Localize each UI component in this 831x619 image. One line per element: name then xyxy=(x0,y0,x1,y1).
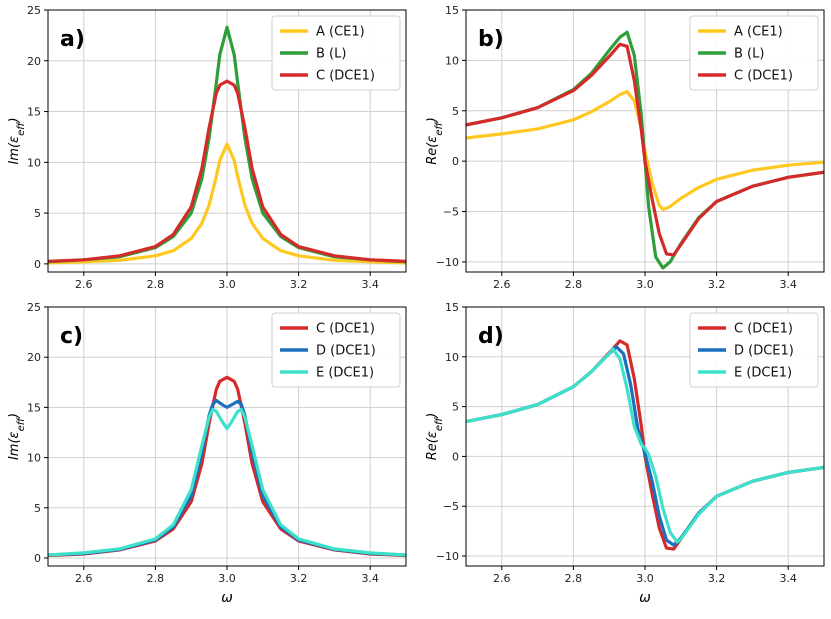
series-line-E xyxy=(48,407,406,557)
panel-label: c) xyxy=(60,324,83,349)
legend-box xyxy=(689,312,819,388)
x-axis-label: ω xyxy=(221,590,233,606)
y-tick-label: 0 xyxy=(34,258,41,271)
y-tick-label: 5 xyxy=(34,502,41,515)
legend: A (CE1) B (L) C (DCE1) xyxy=(271,15,401,91)
y-tick-label: 10 xyxy=(27,156,41,169)
y-tick-label: 15 xyxy=(27,106,41,119)
x-axis-label: ω xyxy=(639,590,651,606)
legend-box xyxy=(271,15,401,91)
x-tick-label: 2.8 xyxy=(147,278,165,291)
legend-entry: E (DCE1) xyxy=(316,366,374,381)
y-tick-label: 5 xyxy=(452,401,459,414)
y-axis-label: Im(εeff) xyxy=(7,117,27,164)
x-tick-label: 3.2 xyxy=(708,572,726,585)
legend-entry: C (DCE1) xyxy=(316,69,375,84)
x-tick-label: 2.6 xyxy=(493,572,511,585)
x-tick-label: 2.8 xyxy=(565,278,583,291)
panel-c: 2.6 2.8 3.0 3.2 3.4 0 5 10 15 20 25 c) Im(εeff) ω C (D… xyxy=(7,301,407,606)
y-tick-label: −10 xyxy=(436,256,459,269)
y-axis-label: Re(εeff) xyxy=(425,117,445,165)
x-tick-label: 3.2 xyxy=(290,572,308,585)
legend-entry: D (DCE1) xyxy=(734,344,794,359)
panel-a: 2.6 2.8 3.0 3.2 3.4 0 5 10 15 20 25 a) Im(εeff) A (CE… xyxy=(7,4,407,291)
x-tick-label: 2.8 xyxy=(565,572,583,585)
x-tick-label: 3.0 xyxy=(636,572,654,585)
panel-label: d) xyxy=(478,324,504,349)
legend: C (DCE1) D (DCE1) E (DCE1) xyxy=(271,312,401,388)
y-tick-label: −10 xyxy=(436,550,459,563)
panel-label: a) xyxy=(60,27,85,52)
legend-entry: E (DCE1) xyxy=(734,366,792,381)
y-tick-label: 20 xyxy=(27,351,41,364)
x-tick-label: 2.6 xyxy=(493,278,511,291)
y-tick-label: 10 xyxy=(445,351,459,364)
y-tick-label: 10 xyxy=(27,452,41,465)
panel-label: b) xyxy=(478,27,504,52)
y-tick-label: 20 xyxy=(27,55,41,68)
x-tick-label: 2.6 xyxy=(75,572,93,585)
x-tick-label: 2.6 xyxy=(75,278,93,291)
series-line-E xyxy=(466,347,824,544)
y-tick-label: 15 xyxy=(445,4,459,17)
legend-box xyxy=(689,15,819,91)
x-tick-label: 2.8 xyxy=(147,572,165,585)
y-tick-label: −5 xyxy=(443,500,459,513)
legend-entry: B (L) xyxy=(316,47,346,62)
legend: A (CE1) B (L) C (DCE1) xyxy=(689,15,819,91)
legend-entry: C (DCE1) xyxy=(316,322,375,337)
legend-entry: D (DCE1) xyxy=(316,344,376,359)
x-tick-label: 3.0 xyxy=(636,278,654,291)
series-line-C xyxy=(466,42,824,257)
series-line-A xyxy=(48,142,406,265)
y-tick-label: 0 xyxy=(452,155,459,168)
y-tick-label: 15 xyxy=(27,401,41,414)
legend-entry: A (CE1) xyxy=(734,25,783,40)
y-axis-label: Im(εeff) xyxy=(7,413,27,460)
y-tick-label: 5 xyxy=(452,105,459,118)
y-tick-label: 5 xyxy=(34,207,41,220)
x-tick-label: 3.2 xyxy=(708,278,726,291)
x-tick-label: 3.4 xyxy=(779,278,797,291)
y-tick-label: 10 xyxy=(445,54,459,67)
panel-b: 2.6 2.8 3.0 3.2 3.4 −10 −5 0 5 10 15 b) Re(εeff) A (C… xyxy=(425,4,825,291)
y-tick-label: −5 xyxy=(443,206,459,219)
x-tick-label: 3.0 xyxy=(218,572,236,585)
y-tick-label: 0 xyxy=(34,552,41,565)
x-tick-label: 3.4 xyxy=(779,572,797,585)
legend-entry: B (L) xyxy=(734,47,764,62)
y-tick-label: 25 xyxy=(27,4,41,17)
legend-box xyxy=(271,312,401,388)
legend: C (DCE1) D (DCE1) E (DCE1) xyxy=(689,312,819,388)
y-axis-label: Re(εeff) xyxy=(425,413,445,461)
x-tick-label: 3.4 xyxy=(361,572,379,585)
x-tick-label: 3.0 xyxy=(218,278,236,291)
x-tick-label: 3.4 xyxy=(361,278,379,291)
legend-entry: C (DCE1) xyxy=(734,69,793,84)
legend-entry: C (DCE1) xyxy=(734,322,793,337)
legend-entry: A (CE1) xyxy=(316,25,365,40)
y-tick-label: 15 xyxy=(445,301,459,314)
x-tick-label: 3.2 xyxy=(290,278,308,291)
y-tick-label: 25 xyxy=(27,301,41,314)
panel-d: 2.6 2.8 3.0 3.2 3.4 −10 −5 0 5 10 15 d) Re(εeff) ω C (… xyxy=(425,301,825,606)
series-line-C xyxy=(48,79,406,263)
y-tick-label: 0 xyxy=(452,450,459,463)
